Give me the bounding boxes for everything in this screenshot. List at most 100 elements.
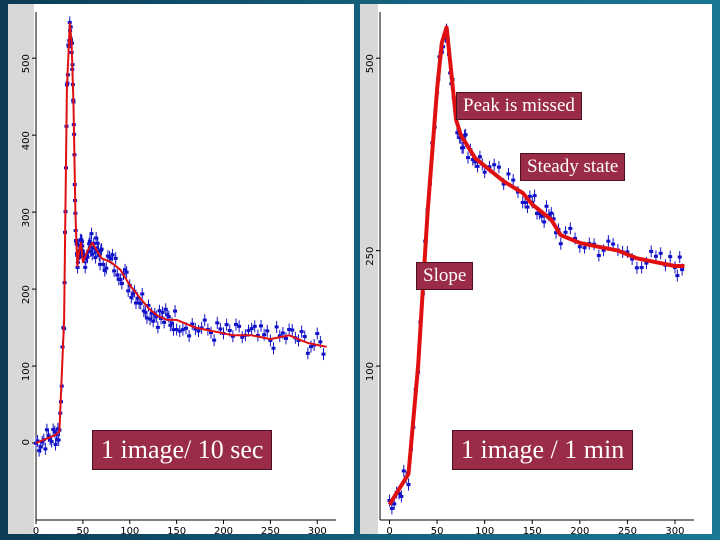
data-point [511, 178, 516, 182]
x-tick-label: 100 [475, 526, 494, 534]
left-chart-panel: 0 100 200 300 400 500 0 50 100 150 200 250 300 1 ima… [8, 4, 354, 534]
data-point [558, 242, 563, 246]
data-point [107, 255, 112, 259]
data-point [573, 236, 578, 240]
data-point [535, 211, 539, 215]
data-point [87, 239, 92, 243]
x-tick-label: 300 [308, 526, 327, 534]
data-point [537, 212, 542, 216]
data-point [38, 445, 43, 449]
data-point [542, 220, 547, 224]
data-point [634, 266, 639, 270]
data-point [46, 434, 51, 438]
data-point [56, 438, 61, 442]
x-tick-label: 250 [261, 526, 280, 534]
steady-state-label: Steady state [520, 153, 626, 181]
data-point [596, 253, 601, 257]
data-point [86, 250, 91, 254]
data-point [315, 332, 320, 336]
data-point [625, 250, 630, 254]
data-point [43, 447, 48, 451]
data-point [163, 307, 168, 311]
data-point [463, 133, 468, 137]
y-tick-label: 250 [365, 247, 376, 266]
data-point [159, 316, 163, 320]
data-point [577, 245, 582, 249]
data-point [520, 200, 525, 204]
data-point [611, 242, 616, 246]
data-point [187, 334, 192, 338]
data-point [296, 338, 301, 342]
x-tick-label: 150 [167, 526, 186, 534]
data-point [271, 346, 276, 350]
right-caption: 1 image / 1 min [452, 430, 634, 470]
y-tick-label: 100 [365, 362, 376, 381]
data-point [668, 255, 673, 259]
y-tick-label: 300 [21, 208, 32, 227]
data-point [305, 351, 310, 355]
data-point [455, 131, 460, 135]
data-point [649, 249, 654, 253]
data-point [496, 165, 501, 169]
data-point [501, 182, 506, 186]
data-point [169, 321, 174, 325]
data-point [48, 437, 53, 441]
data-point [49, 440, 54, 444]
data-point [277, 334, 282, 338]
data-point [37, 449, 42, 453]
left-chart: 0 100 200 300 400 500 0 50 100 150 200 250 300 [8, 4, 336, 534]
data-point [551, 217, 556, 221]
data-point [582, 246, 587, 250]
data-point [112, 269, 117, 273]
data-point [110, 253, 115, 257]
data-point [95, 241, 100, 245]
data-point [268, 339, 273, 343]
y-tick-label: 200 [21, 285, 32, 304]
data-point [99, 247, 104, 251]
x-tick-label: 200 [570, 526, 589, 534]
data-point [144, 316, 149, 320]
slope-label: Slope [416, 262, 474, 290]
data-point [40, 440, 45, 444]
peak-missed-label: Peak is missed [456, 92, 582, 120]
data-point [318, 340, 323, 344]
data-point [639, 266, 644, 270]
data-point [67, 20, 72, 24]
right-chart-panel: 100 250 500 0 50 100 150 200 250 300 Peak is miss… [360, 4, 712, 534]
data-point [171, 328, 176, 332]
data-point [568, 226, 573, 230]
y-tick-label: 500 [365, 54, 376, 73]
data-point [487, 165, 492, 169]
data-point [53, 442, 58, 446]
data-point [51, 427, 56, 431]
data-point [44, 428, 49, 432]
data-point [265, 329, 270, 333]
data-point [401, 469, 406, 473]
data-point [104, 266, 109, 270]
right-chart: 100 250 500 0 50 100 150 200 250 300 [360, 4, 694, 534]
data-point [190, 322, 195, 326]
data-point [606, 239, 611, 243]
data-point [94, 236, 99, 240]
data-point [527, 194, 532, 198]
data-point [124, 270, 129, 274]
data-point [249, 327, 254, 331]
data-point [473, 160, 478, 164]
data-point [215, 321, 220, 325]
data-point [135, 296, 140, 300]
data-point [461, 146, 466, 150]
data-point [93, 256, 98, 260]
data-point [523, 200, 528, 204]
data-point [601, 248, 606, 252]
data-point [130, 292, 135, 296]
data-point [151, 319, 156, 323]
y-tick-label: 0 [21, 439, 32, 445]
data-point [554, 231, 559, 235]
x-tick-label: 0 [33, 526, 39, 534]
data-point [246, 329, 251, 333]
x-tick-label: 150 [523, 526, 542, 534]
data-point [115, 273, 120, 277]
data-point [234, 322, 238, 326]
data-point [119, 281, 124, 285]
x-tick-label: 300 [665, 526, 684, 534]
